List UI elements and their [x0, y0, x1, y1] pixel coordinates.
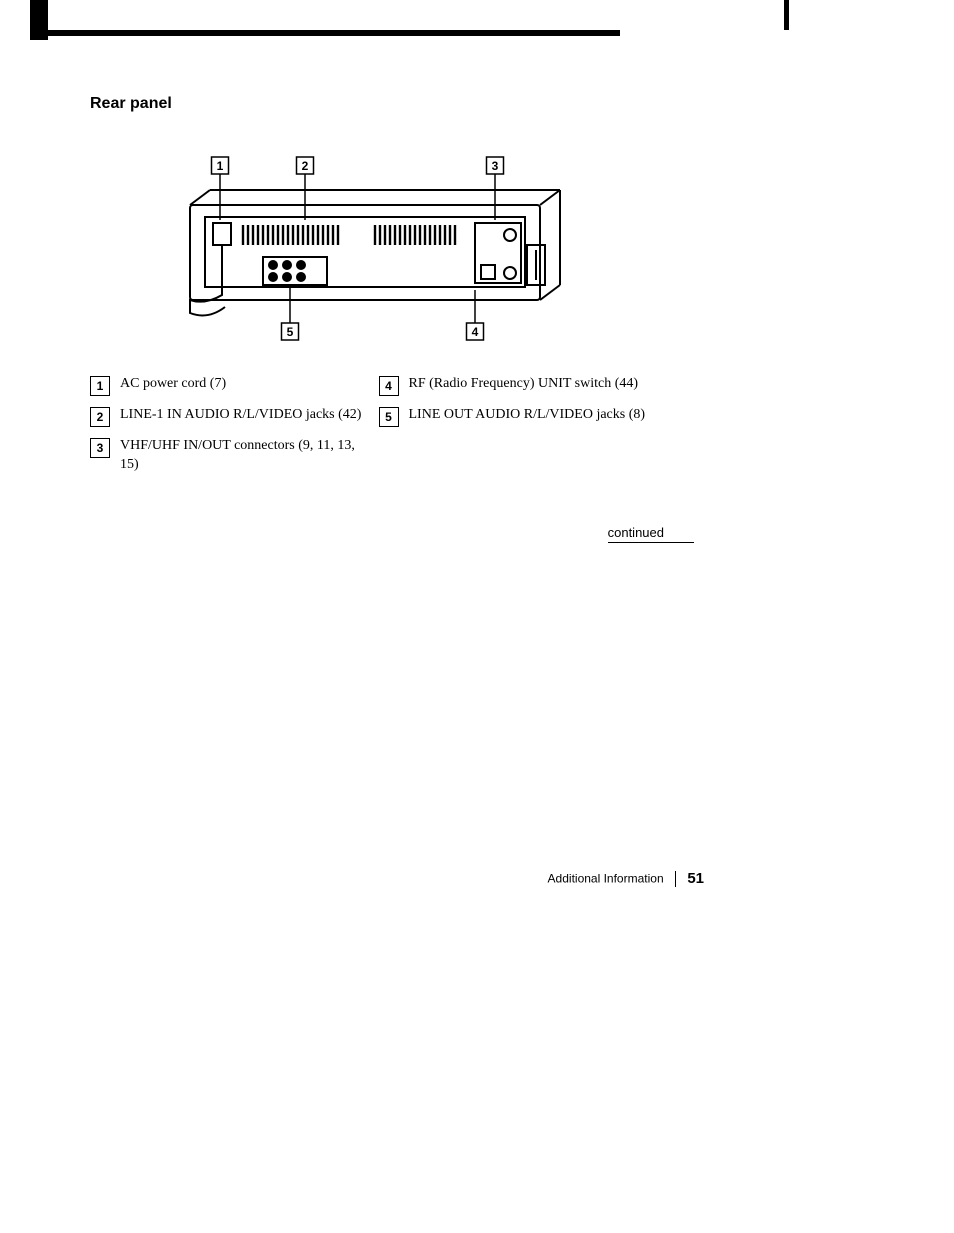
rear-panel-diagram: 1 2 3 4 5	[175, 145, 575, 350]
section-heading: Rear panel	[90, 95, 172, 113]
legend-text: RF (Radio Frequency) UNIT switch (44)	[409, 375, 664, 396]
callout-number: 4	[472, 325, 479, 339]
legend-column-left: 1 AC power cord (7) 2 LINE-1 IN AUDIO R/L/V…	[90, 375, 375, 485]
legend-number-box: 2	[90, 407, 110, 427]
manual-page: Rear panel	[0, 0, 954, 1233]
continued-label: continued	[608, 525, 694, 543]
page-footer: Additional Information 51	[548, 870, 704, 887]
callout-number: 5	[287, 325, 294, 339]
scan-artifact	[784, 0, 789, 30]
legend-item: 1 AC power cord (7)	[90, 375, 375, 396]
legend-number-box: 3	[90, 438, 110, 458]
legend-number-box: 1	[90, 376, 110, 396]
legend-text: AC power cord (7)	[120, 375, 375, 396]
callout-number: 2	[302, 159, 309, 173]
scan-artifact	[30, 30, 620, 36]
legend-item: 4 RF (Radio Frequency) UNIT switch (44)	[379, 375, 664, 396]
legend-item: 5 LINE OUT AUDIO R/L/VIDEO jacks (8)	[379, 406, 664, 427]
legend-item: 3 VHF/UHF IN/OUT connectors (9, 11, 13, 1…	[90, 437, 375, 475]
legend-number-box: 5	[379, 407, 399, 427]
legend: 1 AC power cord (7) 2 LINE-1 IN AUDIO R/L/V…	[90, 375, 670, 485]
callout-number: 3	[492, 159, 499, 173]
legend-text: LINE-1 IN AUDIO R/L/VIDEO jacks (42)	[120, 406, 375, 427]
legend-column-right: 4 RF (Radio Frequency) UNIT switch (44) 5L…	[379, 375, 664, 437]
page-number: 51	[687, 870, 704, 887]
callout-number: 1	[217, 159, 224, 173]
footer-divider	[675, 871, 676, 887]
legend-item: 2 LINE-1 IN AUDIO R/L/VIDEO jacks (42)	[90, 406, 375, 427]
footer-section: Additional Information	[548, 872, 664, 886]
diagram-svg: 1 2 3 4 5	[175, 145, 575, 350]
legend-text: VHF/UHF IN/OUT connectors (9, 11, 13, 15…	[120, 437, 375, 475]
legend-number-box: 4	[379, 376, 399, 396]
legend-text: LINE OUT AUDIO R/L/VIDEO jacks (8)	[409, 406, 664, 427]
